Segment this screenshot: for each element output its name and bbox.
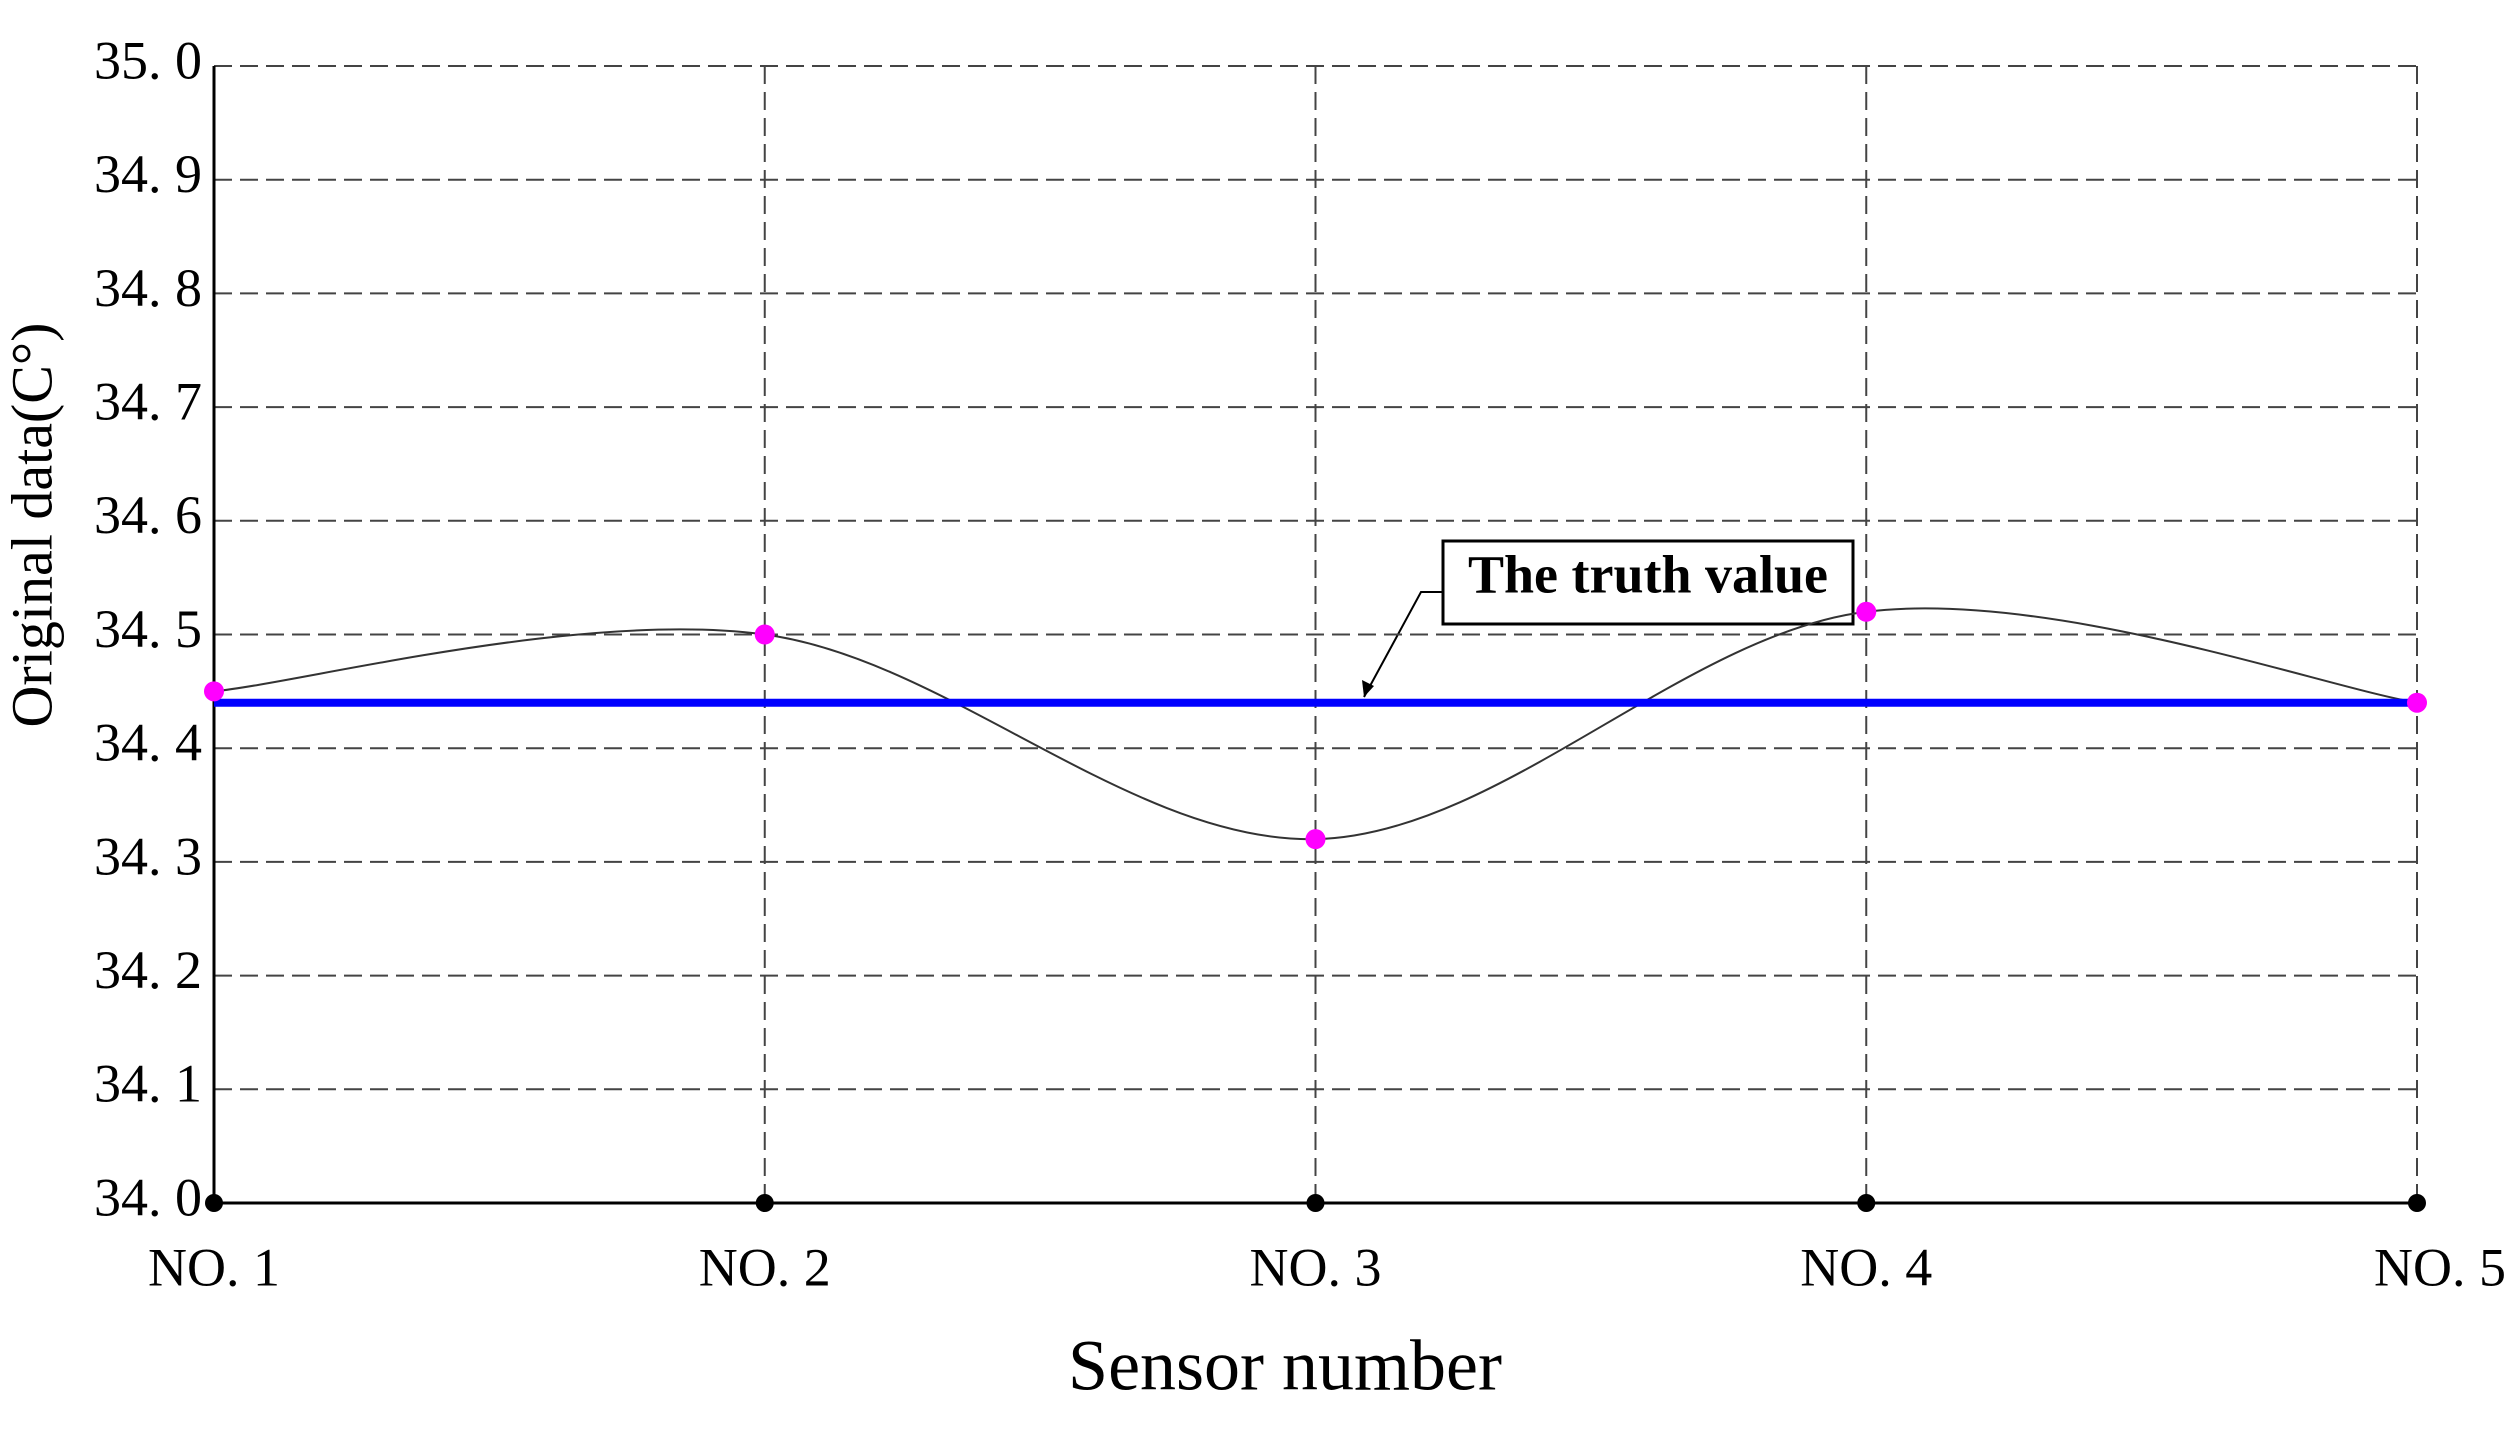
- y-tick-label: 34. 1: [94, 1054, 202, 1114]
- axis-dot: [2408, 1194, 2426, 1212]
- data-point: [1856, 601, 1877, 622]
- data-point: [204, 681, 224, 702]
- y-tick-label: 34. 3: [94, 826, 202, 886]
- y-tick-label: 34. 6: [94, 485, 202, 545]
- data-point: [2407, 692, 2427, 713]
- y-tick-label: 34. 2: [94, 940, 202, 1000]
- x-tick-label: NO. 2: [699, 1237, 831, 1297]
- axis-dot: [1857, 1194, 1876, 1212]
- annotation-text: The truth value: [1468, 544, 1828, 604]
- y-tick-label: 34. 7: [94, 371, 202, 431]
- data-point: [754, 624, 775, 645]
- annotation-leader: [1363, 591, 1443, 698]
- x-tick-label: NO. 3: [1250, 1237, 1382, 1297]
- y-tick-label: 34. 4: [94, 713, 202, 773]
- x-tick-label: NO. 1: [148, 1237, 280, 1297]
- x-tick-label: NO. 4: [1800, 1237, 1932, 1297]
- y-tick-label: 34. 9: [94, 144, 202, 204]
- y-tick-label: 34. 8: [94, 258, 202, 318]
- annotation-arrowhead: [1362, 680, 1374, 697]
- y-tick-label: 34. 0: [94, 1167, 202, 1227]
- y-axis-label: Original data(C°): [0, 323, 64, 728]
- x-tick-label: NO. 5: [2374, 1237, 2506, 1297]
- axis-dot: [1306, 1194, 1325, 1212]
- x-axis-label: Sensor number: [1068, 1326, 1502, 1406]
- axis-dot: [205, 1194, 223, 1212]
- data-point: [1305, 829, 1326, 850]
- y-tick-label: 34. 5: [94, 599, 202, 659]
- annotation-box: [1441, 539, 1855, 626]
- axis-dot: [755, 1194, 774, 1212]
- y-tick-label: 35. 0: [94, 30, 202, 90]
